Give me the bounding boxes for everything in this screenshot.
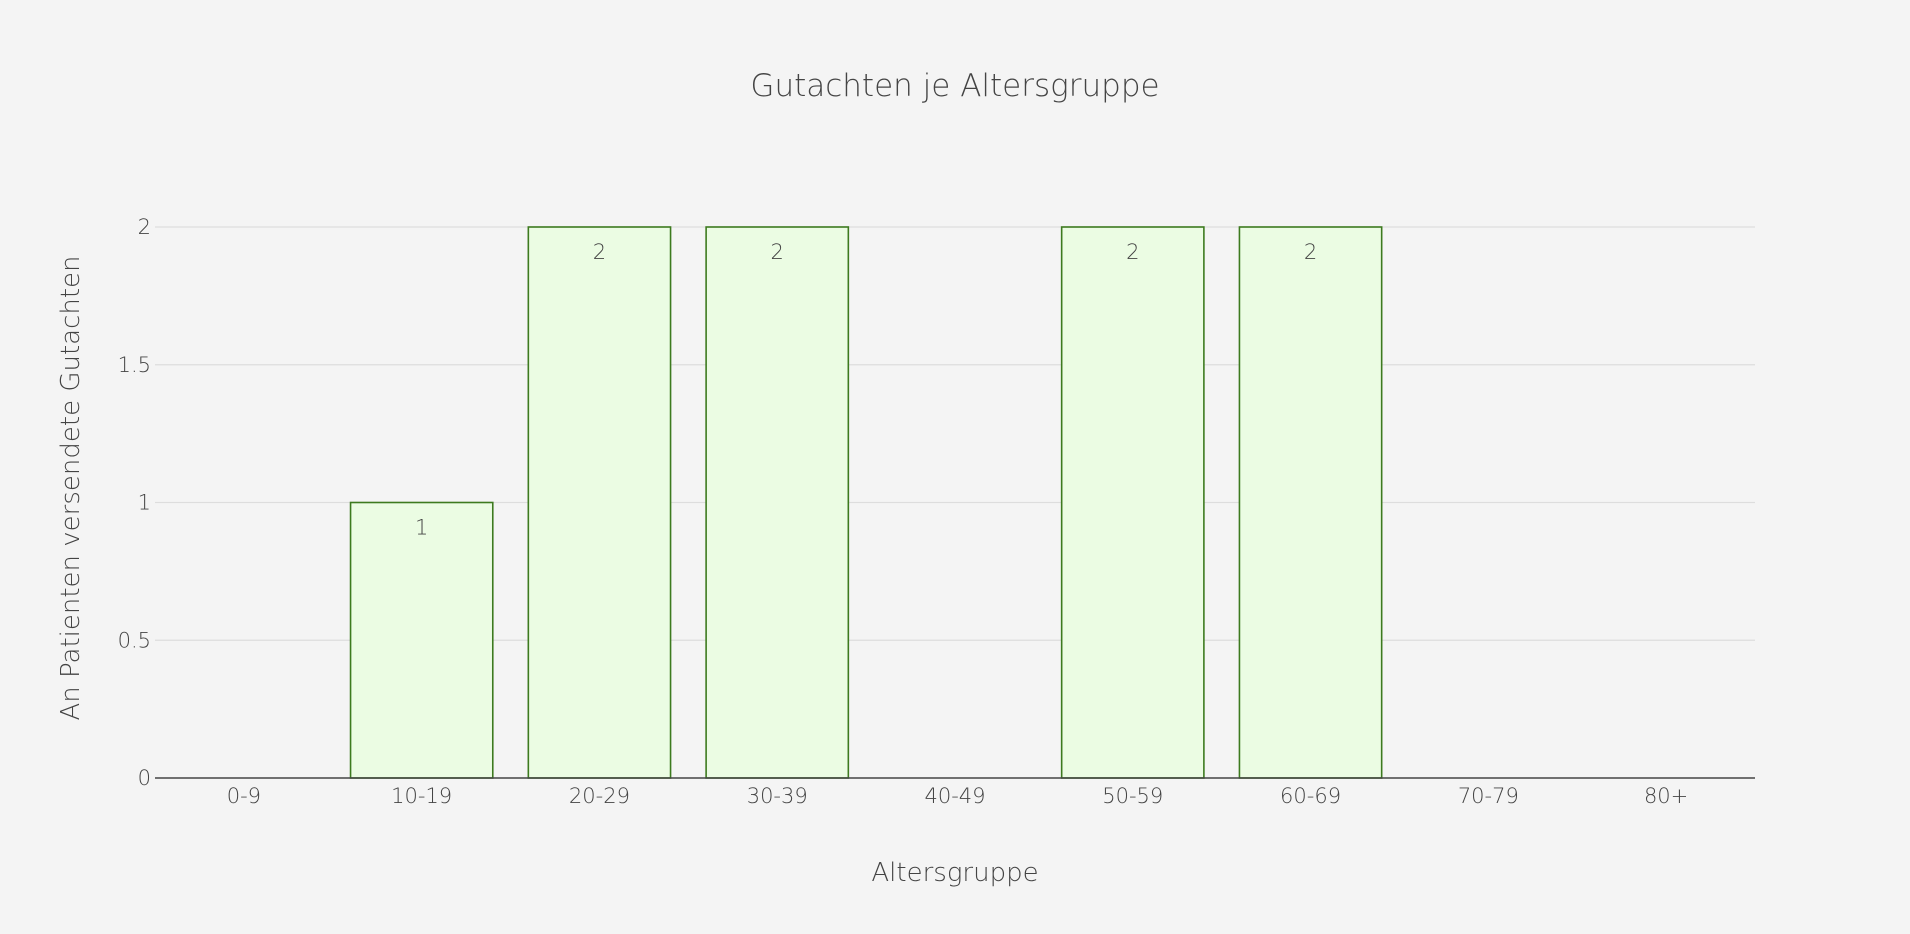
bar-value-label: 2 [1126,240,1139,264]
y-tick-label: 1 [138,491,151,515]
bar-30-39 [705,226,850,779]
x-tick-label: 10-19 [391,784,452,808]
bar-value-label: 2 [1304,240,1317,264]
y-axis-ticks: 0 0.5 1 1.5 2 [118,215,151,790]
y-axis-title: An Patienten versendete Gutachten [56,255,86,720]
bar-60-69 [1238,226,1383,779]
x-axis-title: Altersgruppe [871,858,1038,888]
bar-value-label: 1 [415,516,428,540]
x-tick-label: 30-39 [747,784,808,808]
bars [349,226,1383,779]
y-tick-label: 0 [138,766,151,790]
chart-title: Gutachten je Altersgruppe [750,68,1159,104]
x-tick-label: 0-9 [227,784,261,808]
y-tick-label: 1.5 [118,353,151,377]
x-tick-label: 50-59 [1102,784,1163,808]
bar-value-label: 2 [771,240,784,264]
bar-10-19 [349,501,494,779]
x-tick-label: 40-49 [924,784,985,808]
bar-20-29 [527,226,672,779]
x-tick-label: 60-69 [1280,784,1341,808]
x-tick-label: 80+ [1644,784,1688,808]
x-tick-label: 20-29 [569,784,630,808]
y-tick-label: 0.5 [118,628,151,652]
y-tick-label: 2 [138,215,151,239]
data-labels: 1 2 2 2 2 [415,240,1317,540]
x-axis-ticks: 0-9 10-19 20-29 30-39 40-49 50-59 60-69 70-79 80… [227,784,1689,808]
bar-value-label: 2 [593,240,606,264]
x-tick-label: 70-79 [1458,784,1519,808]
bar-50-59 [1060,226,1205,779]
